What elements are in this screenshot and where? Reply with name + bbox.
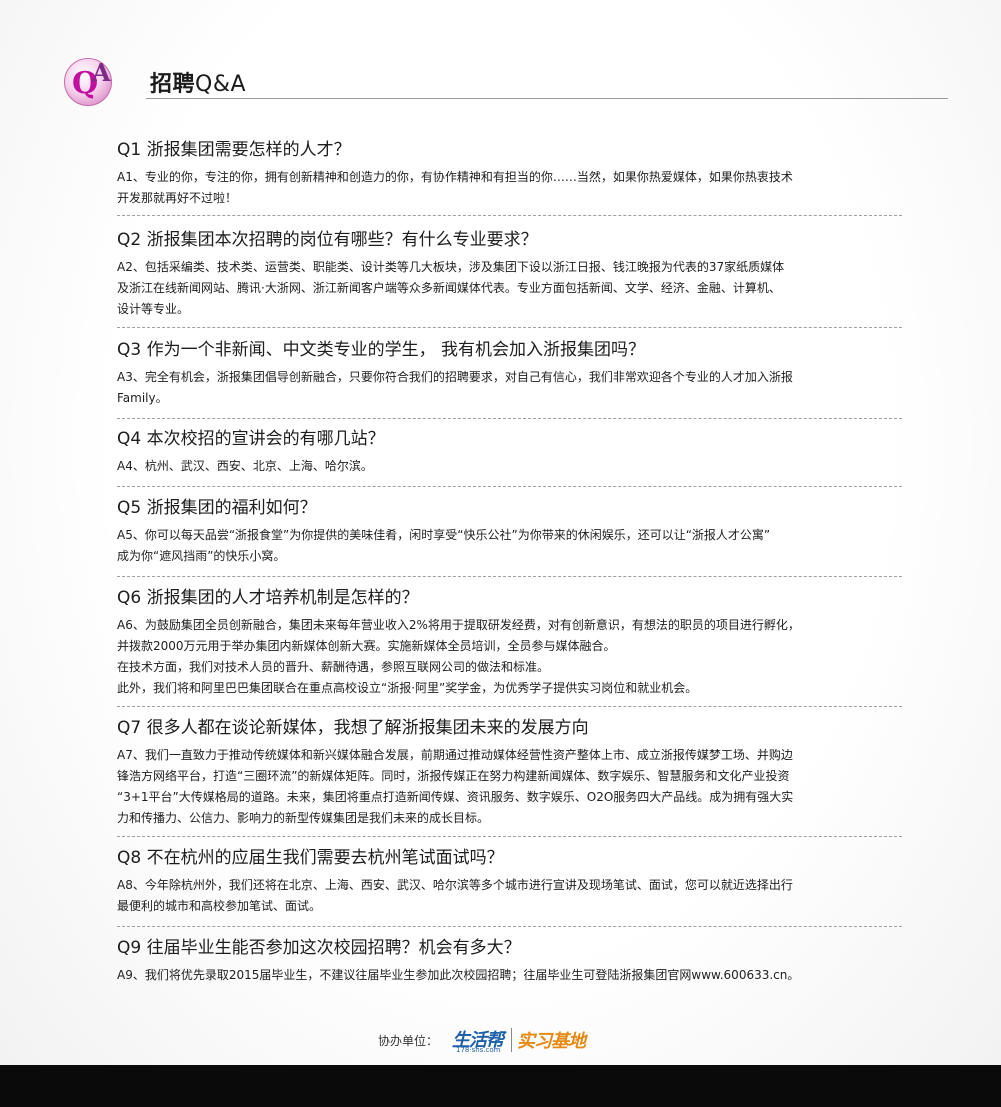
- answer-text: A8、今年除杭州外，我们还将在北京、上海、西安、武汉、哈尔滨等多个城市进行宣讲及…: [117, 875, 905, 917]
- answer-line: Family。: [117, 391, 168, 405]
- answer-line: A7、我们一直致力于推动传统媒体和新兴媒体融合发展，前期通过推动媒体经营性资产整…: [117, 748, 793, 762]
- answer-text: A6、为鼓励集团全员创新融合，集团未来每年营业收入2%将用于提取研发经费，对有创…: [117, 615, 905, 699]
- question-text: Q7 很多人都在谈论新媒体，我想了解浙报集团未来的发展方向: [117, 718, 589, 738]
- question-text: Q4 本次校招的宣讲会的有哪几站？: [117, 429, 385, 449]
- answer-text: A5、你可以每天品尝“浙报食堂”为你提供的美味佳肴，闲时享受“快乐公社”为你带来…: [117, 525, 905, 567]
- answer-line: A3、完全有机会，浙报集团倡导创新融合，只要你符合我们的招聘要求，对自己有信心，…: [117, 370, 793, 384]
- answer-line: A4、杭州、武汉、西安、北京、上海、哈尔滨。: [117, 459, 373, 473]
- dashed-divider: [117, 215, 902, 216]
- answer-line: 最便利的城市和高校参加笔试、面试。: [117, 899, 322, 913]
- answer-line: 及浙江在线新闻网站、腾讯·大浙网、浙江新闻客户端等众多新闻媒体代表。专业方面包括…: [117, 281, 781, 295]
- dashed-divider: [117, 836, 902, 837]
- dashed-divider: [117, 576, 902, 577]
- bottom-bar: [0, 1065, 1001, 1107]
- question-text: Q9 往届毕业生能否参加这次校园招聘？机会有多大？: [117, 938, 521, 958]
- answer-line: A1、专业的你，专注的你，拥有创新精神和创造力的你，有协作精神和有担当的你……当…: [117, 170, 793, 184]
- answer-text: A3、完全有机会，浙报集团倡导创新融合，只要你符合我们的招聘要求，对自己有信心，…: [117, 367, 905, 409]
- qa-item: Q8 不在杭州的应届生我们需要去杭州笔试面试吗？ A8、今年除杭州外，我们还将在北…: [117, 847, 905, 917]
- qa-logo-badge-icon: [64, 58, 112, 106]
- brand-separator: [511, 1028, 512, 1052]
- answer-line: A5、你可以每天品尝“浙报食堂”为你提供的美味佳肴，闲时享受“快乐公社”为你带来…: [117, 528, 771, 542]
- answer-line: 开发那就再好不过啦！: [117, 191, 238, 205]
- dashed-divider: [117, 486, 902, 487]
- question-text: Q3 作为一个非新闻、中文类专业的学生， 我有机会加入浙报集团吗？: [117, 340, 646, 360]
- dashed-divider: [117, 926, 902, 927]
- qa-item: Q6 浙报集团的人才培养机制是怎样的？ A6、为鼓励集团全员创新融合，集团未来每年…: [117, 587, 905, 699]
- answer-text: A7、我们一直致力于推动传统媒体和新兴媒体融合发展，前期通过推动媒体经营性资产整…: [117, 745, 905, 829]
- question-text: Q6 浙报集团的人才培养机制是怎样的？: [117, 588, 419, 608]
- qa-item: Q5 浙报集团的福利如何？ A5、你可以每天品尝“浙报食堂”为你提供的美味佳肴，闲…: [117, 497, 905, 567]
- qa-item: Q2 浙报集团本次招聘的岗位有哪些？有什么专业要求？ A2、包括采编类、技术类、运…: [117, 229, 905, 320]
- section-header: Q A 招聘Q&A: [62, 56, 948, 106]
- answer-line: 力和传播力、公信力、影响力的新型传媒集团是我们未来的成长目标。: [117, 811, 490, 825]
- internship-base-logo: 实习基地: [517, 1031, 586, 1052]
- question-text: Q2 浙报集团本次招聘的岗位有哪些？有什么专业要求？: [117, 230, 538, 250]
- shenghuobang-url: 178·shs.com: [456, 1046, 501, 1054]
- qa-item: Q9 往届毕业生能否参加这次校园招聘？机会有多大？ A9、我们将优先录取2015届…: [117, 937, 905, 986]
- shenghuobang-name: 生活帮: [452, 1030, 504, 1051]
- answer-text: A9、我们将优先录取2015届毕业生，不建议往届毕业生参加此次校园招聘；往届毕业…: [117, 965, 905, 986]
- co-organizer-label: 协办单位：: [378, 1034, 439, 1048]
- answer-line: 锋浩方网络平台，打造“三圈环流”的新媒体矩阵。同时，浙报传媒正在努力构建新闻媒体…: [117, 769, 790, 783]
- answer-text: A1、专业的你，专注的你，拥有创新精神和创造力的你，有协作精神和有担当的你……当…: [117, 167, 905, 209]
- question-text: Q5 浙报集团的福利如何？: [117, 498, 317, 518]
- answer-line: 在技术方面，我们对技术人员的晋升、薪酬待遇，参照互联网公司的做法和标准。: [117, 660, 550, 674]
- logo-a: A: [92, 58, 111, 87]
- answer-line: “3+1平台”大传媒格局的道路。未来，集团将重点打造新闻传媒、资讯服务、数字娱乐…: [117, 790, 794, 804]
- shenghuobang-logo: 生活帮 178·shs.com: [452, 1026, 504, 1054]
- dashed-divider: [117, 418, 902, 419]
- qa-item: Q4 本次校招的宣讲会的有哪几站？ A4、杭州、武汉、西安、北京、上海、哈尔滨。: [117, 428, 905, 477]
- qa-item: Q3 作为一个非新闻、中文类专业的学生， 我有机会加入浙报集团吗？ A3、完全有机…: [117, 339, 905, 409]
- qa-item: Q7 很多人都在谈论新媒体，我想了解浙报集团未来的发展方向 A7、我们一直致力于推…: [117, 717, 905, 829]
- page-title-en: Q&A: [195, 72, 247, 97]
- header-divider: [146, 98, 948, 99]
- qa-logo: Q A: [62, 56, 122, 106]
- answer-line: A9、我们将优先录取2015届毕业生，不建议往届毕业生参加此次校园招聘；往届毕业…: [117, 968, 800, 982]
- answer-line: 成为你“遮风挡雨”的快乐小窝。: [117, 549, 286, 563]
- answer-line: 并拨款2000万元用于举办集团内新媒体创新大赛。实施新媒体全员培训，全员参与媒体…: [117, 639, 616, 653]
- answer-line: A2、包括采编类、技术类、运营类、职能类、设计类等几大板块，涉及集团下设以浙江日…: [117, 260, 785, 274]
- page-title-cn: 招聘: [150, 72, 196, 97]
- dashed-divider: [117, 327, 902, 328]
- answer-line: A6、为鼓励集团全员创新融合，集团未来每年营业收入2%将用于提取研发经费，对有创…: [117, 618, 800, 632]
- answer-line: 设计等专业。: [117, 302, 190, 316]
- page-title: 招聘Q&A: [150, 66, 246, 98]
- question-text: Q1 浙报集团需要怎样的人才？: [117, 140, 351, 160]
- answer-text: A2、包括采编类、技术类、运营类、职能类、设计类等几大板块，涉及集团下设以浙江日…: [117, 257, 905, 320]
- answer-text: A4、杭州、武汉、西安、北京、上海、哈尔滨。: [117, 456, 905, 477]
- question-text: Q8 不在杭州的应届生我们需要去杭州笔试面试吗？: [117, 848, 504, 868]
- dashed-divider: [117, 706, 902, 707]
- logo-q: Q: [72, 66, 99, 101]
- answer-line: A8、今年除杭州外，我们还将在北京、上海、西安、武汉、哈尔滨等多个城市进行宣讲及…: [117, 878, 793, 892]
- qa-item: Q1 浙报集团需要怎样的人才？ A1、专业的你，专注的你，拥有创新精神和创造力的你…: [117, 139, 905, 209]
- answer-line: 此外，我们将和阿里巴巴集团联合在重点高校设立“浙报·阿里”奖学金，为优秀学子提供…: [117, 681, 698, 695]
